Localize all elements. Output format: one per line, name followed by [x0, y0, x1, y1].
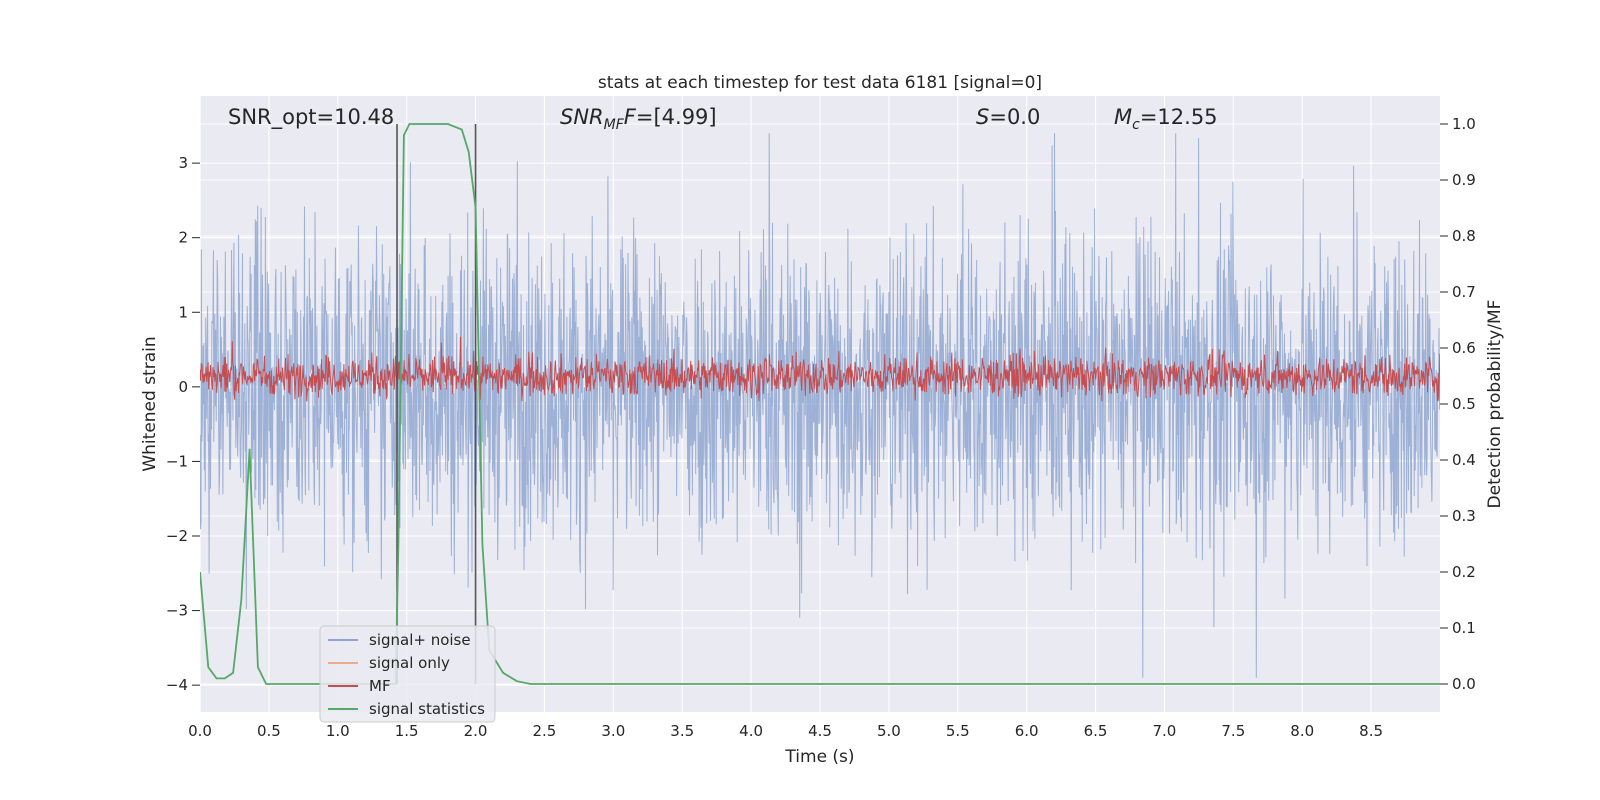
legend-label-signal-noise: signal+ noise: [369, 631, 471, 649]
y-right-axis-label: Detection probability/MF: [1485, 300, 1505, 509]
y-right-tick-label: 0.8: [1452, 227, 1476, 245]
y-left-tick-label: −1: [166, 452, 188, 470]
annotation-s-main: S: [976, 105, 989, 129]
legend: signal+ noise signal only MF signal stat…: [319, 625, 496, 723]
annotation-mc-sub: c: [1132, 117, 1140, 133]
y-left-tick-label: 1: [178, 303, 188, 321]
legend-label-signal-statistics: signal statistics: [369, 700, 485, 718]
annotation-s: S=0.0: [976, 105, 1040, 129]
y-left-tick-label: 0: [178, 378, 188, 396]
y-left-tick-label: −2: [166, 527, 188, 545]
y-right-tick-label: 0.1: [1452, 619, 1476, 637]
y-left-tick-label: 2: [178, 229, 188, 247]
x-tick-label: 5.5: [946, 722, 970, 740]
legend-box: [319, 625, 496, 723]
annotation-mc: Mc=12.55: [1114, 105, 1218, 133]
x-tick-label: 4.5: [808, 722, 832, 740]
annotation-mc-value: =12.55: [1140, 105, 1218, 129]
x-tick-label: 7.0: [1153, 722, 1177, 740]
annotation-snr-mf: SNRMFF=[4.99]: [560, 105, 717, 133]
x-tick-label: 3.5: [670, 722, 694, 740]
y-right-tick-label: 1.0: [1452, 115, 1476, 133]
series-mf: [200, 336, 1440, 402]
y-right-tick-label: 0.3: [1452, 507, 1476, 525]
y-right-tick-label: 0.2: [1452, 563, 1476, 581]
y-right-tick-label: 0.6: [1452, 339, 1476, 357]
x-tick-label: 7.5: [1221, 722, 1245, 740]
x-axis-label: Time (s): [784, 747, 854, 767]
x-tick-label: 5.0: [877, 722, 901, 740]
x-tick-label: 6.0: [1015, 722, 1039, 740]
x-tick-label: 2.5: [533, 722, 557, 740]
x-tick-label: 2.0: [464, 722, 488, 740]
y-right-tick-label: 0.9: [1452, 171, 1476, 189]
x-tick-label: 1.0: [326, 722, 350, 740]
y-left-tick-label: −4: [166, 676, 188, 694]
y-left-tick-labels: 3 2 1 0 −1 −2 −3 −4: [166, 154, 200, 694]
x-tick-label: 1.5: [395, 722, 419, 740]
x-tick-label: 6.5: [1084, 722, 1108, 740]
legend-label-mf: MF: [369, 677, 391, 695]
y-left-tick-label: −3: [166, 602, 188, 620]
x-tick-label: 4.0: [739, 722, 763, 740]
annotation-snr-mf-value: =[4.99]: [636, 105, 717, 129]
x-tick-labels: 0.0 0.5 1.0 1.5 2.0 2.5 3.0 3.5 4.0 4.5 5.0 5.5 6.0 6…: [188, 722, 1383, 740]
y-right-tick-label: 0.0: [1452, 675, 1476, 693]
annotation-snr-mf-main: SNR: [560, 105, 604, 129]
x-tick-label: 0.5: [257, 722, 281, 740]
y-right-tick-label: 0.4: [1452, 451, 1476, 469]
x-tick-label: 3.0: [601, 722, 625, 740]
annotation-snr-mf-sub: MF: [604, 117, 625, 133]
chart-title: stats at each timestep for test data 618…: [598, 73, 1042, 93]
x-tick-label: 8.0: [1290, 722, 1314, 740]
annotation-s-value: =0.0: [989, 105, 1040, 129]
annotation-snr-mf-f: F: [624, 105, 637, 129]
y-left-tick-label: 3: [178, 154, 188, 172]
legend-label-signal-only: signal only: [369, 654, 450, 672]
y-right-tick-label: 0.7: [1452, 283, 1476, 301]
y-left-axis-label: Whitened strain: [140, 336, 160, 471]
y-right-tick-labels: 1.0 0.9 0.8 0.7 0.6 0.5 0.4 0.3 0.2 0.1 0.0: [1440, 115, 1476, 693]
x-tick-label: 8.5: [1359, 722, 1383, 740]
annotation-mc-main: M: [1114, 105, 1132, 129]
series-signal-noise: [200, 133, 1440, 678]
x-tick-label: 0.0: [188, 722, 212, 740]
annotation-snr-opt: SNR_opt=10.48: [228, 105, 394, 130]
y-right-tick-label: 0.5: [1452, 395, 1476, 413]
